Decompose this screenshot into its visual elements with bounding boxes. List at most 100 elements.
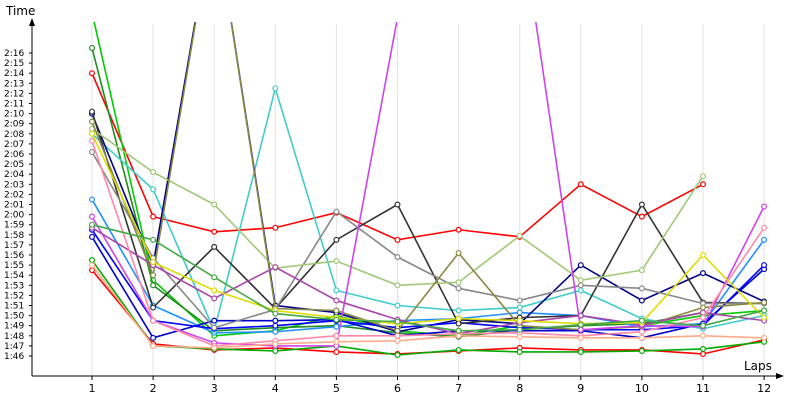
data-point [455,279,462,286]
data-point [272,317,279,324]
data-point [211,324,218,331]
data-point [455,226,462,233]
data-point [761,299,768,306]
data-point [88,130,95,137]
data-point [699,345,706,352]
data-point [699,332,706,339]
data-point [761,236,768,243]
data-point [333,338,340,345]
data-point [638,201,645,208]
y-axis-arrow [29,18,35,26]
data-point [699,252,706,259]
data-point [150,236,157,243]
series-line [91,22,765,347]
data-point [516,309,523,316]
data-point [394,327,401,334]
data-point [516,297,523,304]
data-point [455,332,462,339]
x-tick-label: 3 [211,382,218,395]
x-tick-label: 6 [394,382,401,395]
data-point [638,347,645,354]
x-tick-label: 1 [89,382,96,395]
data-point [211,201,218,208]
data-point [638,317,645,324]
y-tick-label: 2:15 [4,59,24,69]
series-line [91,151,765,329]
data-point [455,315,462,322]
data-point [455,320,462,327]
data-point [211,228,218,235]
series-19 [88,262,768,351]
series-line [91,140,765,347]
data-point [699,322,706,329]
data-point [577,262,584,269]
data-point [638,328,645,335]
y-tick-label: 2:04 [4,170,24,180]
data-point [699,181,706,188]
y-tick-label: 1:59 [4,221,24,231]
data-point [272,328,279,335]
data-point [455,327,462,334]
y-tick-label: 2:09 [4,120,24,130]
series-line [91,264,765,349]
data-point [699,314,706,321]
data-point [211,287,218,294]
data-point [333,307,340,314]
data-point [699,350,706,357]
data-point [394,282,401,289]
x-tick-label: 8 [516,382,523,395]
data-point [150,213,157,220]
y-tick-label: 2:07 [4,140,24,150]
data-point [211,295,218,302]
y-tick-label: 2:11 [4,100,24,110]
y-tick-label: 2:12 [4,89,24,99]
data-point [88,221,95,228]
data-point [272,85,279,92]
series-line [91,259,765,356]
series-14 [88,22,768,334]
data-point [88,137,95,144]
data-point [577,334,584,341]
y-tick-label: 1:56 [4,251,24,261]
y-tick-label: 1:57 [4,241,24,251]
data-point [333,287,340,294]
y-tick-label: 1:46 [4,352,24,362]
data-point [333,236,340,243]
data-point [272,224,279,231]
y-tick-label: 2:16 [4,49,24,59]
data-point [88,44,95,51]
data-point [394,236,401,243]
axes: Time Laps [5,4,784,379]
data-point [699,304,706,311]
data-point [761,334,768,341]
data-point [150,304,157,311]
series-line [91,22,765,332]
y-tick-label: 1:54 [4,271,24,281]
data-point [394,332,401,339]
y-tick-label: 1:47 [4,342,24,352]
data-point [516,232,523,239]
data-point [150,317,157,324]
data-point [394,318,401,325]
data-point [211,274,218,281]
y-tick-label: 2:02 [4,190,24,200]
y-tick-label: 2:01 [4,201,24,211]
data-point [394,254,401,261]
y-tick-label: 1:52 [4,291,24,301]
data-point [761,314,768,321]
data-point [699,173,706,180]
data-point [577,312,584,319]
data-point [577,348,584,355]
data-point [455,249,462,256]
y-axis-label: Time [5,4,35,18]
data-point [333,323,340,330]
data-point [577,287,584,294]
series-lines [88,22,768,358]
data-point [150,334,157,341]
series-18 [88,130,768,327]
data-point [516,317,523,324]
x-axis-label: Laps [744,359,772,373]
series-13 [88,125,706,289]
data-point [761,224,768,231]
data-point [394,337,401,344]
